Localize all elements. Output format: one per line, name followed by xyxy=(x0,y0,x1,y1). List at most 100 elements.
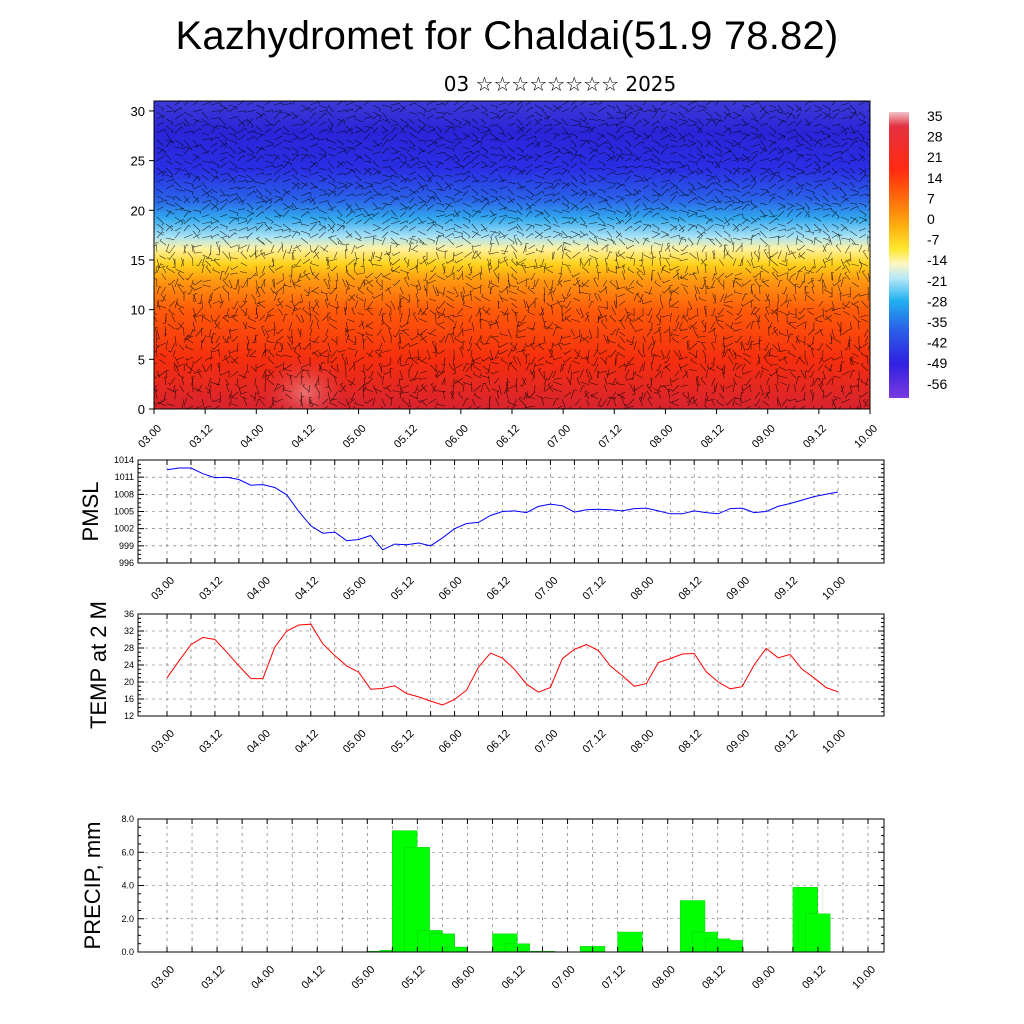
grid xyxy=(138,614,884,716)
x-tick-label: 07.00 xyxy=(533,728,561,756)
y-tick-label: 0 xyxy=(138,402,145,417)
x-tick-label: 09.00 xyxy=(750,964,778,992)
colorbar-label: -28 xyxy=(927,293,947,309)
colorbar: 35 28 21 14 7 0 -7 -14 -21 -28 -35 -42 -49 -56 xyxy=(889,108,947,398)
x-tick-label: 05.12 xyxy=(389,575,417,603)
x-tick-label: 06.12 xyxy=(494,423,522,451)
y-tick-label: 15 xyxy=(131,253,145,268)
y-tick-label: 1011 xyxy=(115,472,134,482)
colorbar-label: -42 xyxy=(927,335,947,351)
colorbar-label: 7 xyxy=(927,190,935,206)
x-tick-label: 06.00 xyxy=(443,423,471,451)
y-tick-label: 8.0 xyxy=(121,814,134,824)
x-tick-label: 03.00 xyxy=(149,575,177,603)
x-tick-label: 07.12 xyxy=(581,575,609,603)
x-tick-label: 04.00 xyxy=(238,423,266,451)
colorbar-label: 28 xyxy=(927,129,943,145)
x-tick-label: 04.00 xyxy=(245,575,273,603)
x-tick-label: 03.00 xyxy=(149,964,177,992)
x-tick-label: 03.00 xyxy=(149,728,177,756)
y-tick-label: 6.0 xyxy=(121,847,134,857)
x-tick-label: 09.00 xyxy=(724,728,752,756)
x-tick-label: 08.00 xyxy=(628,575,656,603)
x-tick-label: 03.12 xyxy=(197,728,225,756)
y-tick-label: 0.0 xyxy=(121,947,134,957)
x-tick-label: 08.00 xyxy=(650,964,678,992)
colorbar-ramp xyxy=(889,112,909,398)
x-tick-label: 04.00 xyxy=(245,728,273,756)
x-tick-label: 04.12 xyxy=(299,964,327,992)
colorbar-labels: 35 28 21 14 7 0 -7 -14 -21 -28 -35 -42 -49 -56 xyxy=(927,108,947,392)
x-tick-label: 03.00 xyxy=(136,423,164,451)
x-tick-label: 04.12 xyxy=(290,423,318,451)
warm-core xyxy=(260,354,350,409)
x-tick-label: 06.00 xyxy=(450,964,478,992)
x-tick-label: 08.12 xyxy=(700,964,728,992)
x-tick-label: 10.00 xyxy=(820,728,848,756)
pmsl-line xyxy=(166,467,839,551)
y-tick-label: 24 xyxy=(124,660,134,670)
precip-bar xyxy=(617,931,643,953)
x-tick-label: 05.12 xyxy=(400,964,428,992)
x-tick-label: 05.00 xyxy=(349,964,377,992)
temp-line xyxy=(166,623,839,706)
x-tick-label: 09.12 xyxy=(772,575,800,603)
colorbar-label: -49 xyxy=(927,355,947,371)
y-tick-label: 20 xyxy=(131,203,145,218)
grid xyxy=(138,819,884,952)
y-tick-label: 30 xyxy=(131,104,145,119)
x-tick-label: 08.12 xyxy=(676,575,704,603)
colorbar-label: 21 xyxy=(927,149,943,165)
x-tick-label: 09.12 xyxy=(800,964,828,992)
pmsl-panel: 996 999 1002 1005 1008 1011 1014 03.00 03.12 04.0… xyxy=(78,455,885,603)
x-tick-label: 08.12 xyxy=(699,423,727,451)
colorbar-label: -14 xyxy=(927,252,947,268)
precip-bar xyxy=(805,913,831,953)
x-tick-label: 03.12 xyxy=(197,575,225,603)
x-tick-label: 09.12 xyxy=(801,423,829,451)
colorbar-label: 35 xyxy=(927,108,943,124)
y-tick-label: 16 xyxy=(124,694,134,704)
x-tick-label: 06.12 xyxy=(485,575,513,603)
y-tick-label: 28 xyxy=(124,643,134,653)
x-tick-label: 07.00 xyxy=(545,423,573,451)
x-tick-label: 04.12 xyxy=(293,575,321,603)
x-tick-label: 06.12 xyxy=(500,964,528,992)
y-tick-label: 999 xyxy=(119,541,134,551)
y-tick-label: 996 xyxy=(119,558,134,568)
y-tick-label: 5 xyxy=(138,352,145,367)
x-tick-label: 03.12 xyxy=(199,964,227,992)
x-tick-label: 05.00 xyxy=(341,728,369,756)
y-tick-label: 4.0 xyxy=(121,881,134,891)
cross-section-x-axis: 03.00 03.12 04.00 04.12 05.00 05.12 06.00 06.12… xyxy=(136,409,880,451)
x-tick-label: 06.12 xyxy=(485,728,513,756)
colorbar-label: 0 xyxy=(927,211,935,227)
x-tick-label: 08.00 xyxy=(628,728,656,756)
x-tick-label: 06.00 xyxy=(437,575,465,603)
precip-panel: 0.0 2.0 4.0 6.0 8.0 03.00 03.12 04.00 04.12 05.00… xyxy=(80,814,885,992)
x-tick-label: 07.12 xyxy=(596,423,624,451)
y-tick-label: 10 xyxy=(131,303,145,318)
y-tick-label: 12 xyxy=(124,711,134,721)
x-tick-label: 09.00 xyxy=(724,575,752,603)
x-tick-label: 05.12 xyxy=(389,728,417,756)
y-tick-label: 1008 xyxy=(114,489,134,499)
y-tick-label: 1002 xyxy=(114,524,134,534)
wind-barb-field xyxy=(154,101,870,409)
y-tick-label: 32 xyxy=(124,626,134,636)
x-tick-label: 10.00 xyxy=(820,575,848,603)
page-subtitle: 03 ☆☆☆☆☆☆☆☆ 2025 xyxy=(443,72,677,96)
x-tick-label: 06.00 xyxy=(437,728,465,756)
temp-panel: 12 16 20 24 28 32 36 03.00 03.12 04.00 04.12 05.00 0… xyxy=(86,601,885,756)
x-tick-label: 05.00 xyxy=(341,575,369,603)
y-axis-title: PMSL xyxy=(78,482,103,542)
x-tick-label: 08.00 xyxy=(648,423,676,451)
colorbar-label: 14 xyxy=(927,170,943,186)
y-tick-label: 1014 xyxy=(114,455,134,465)
colorbar-label: -7 xyxy=(927,232,940,248)
y-axis-title: TEMP at 2 M xyxy=(86,601,111,729)
precip-bar xyxy=(717,940,743,953)
x-tick-label: 09.12 xyxy=(772,728,800,756)
x-tick-label: 04.12 xyxy=(293,728,321,756)
